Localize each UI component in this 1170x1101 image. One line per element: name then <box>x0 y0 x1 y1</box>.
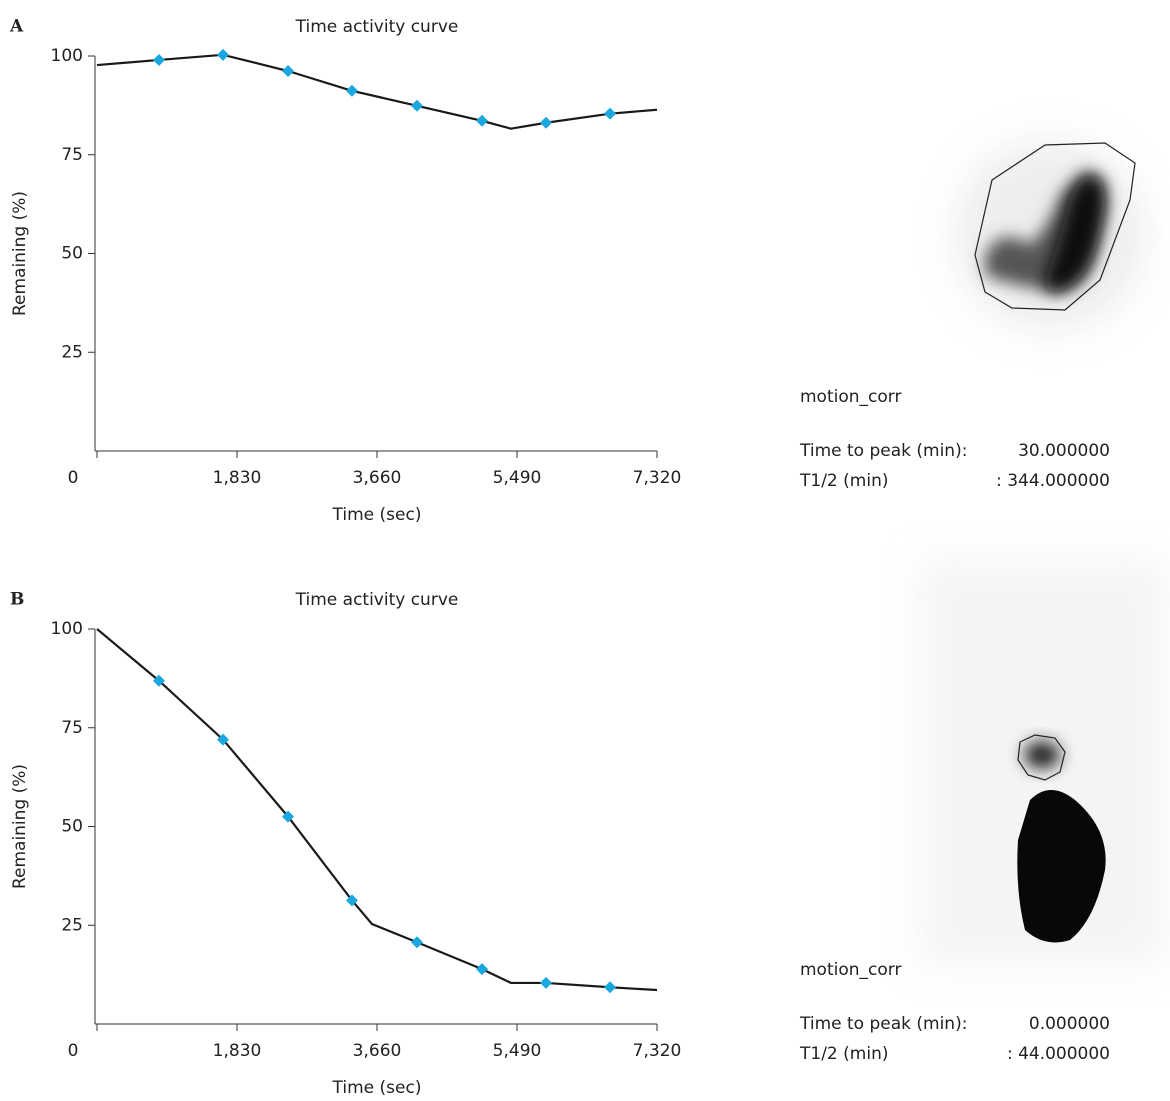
panel-label: B <box>10 590 24 610</box>
chart-title: Time activity curve <box>295 17 459 37</box>
data-point <box>604 107 617 120</box>
data-point <box>411 936 424 949</box>
image-caption: motion_corr <box>800 387 901 407</box>
x-tick-label: 1,830 <box>213 1041 262 1061</box>
data-point <box>604 981 617 994</box>
data-point <box>345 84 358 97</box>
data-point <box>152 53 165 66</box>
x-tick-label: 3,660 <box>353 1041 402 1061</box>
panel-label: A <box>9 17 24 37</box>
y-tick-label: 50 <box>61 244 83 264</box>
y-tick-label: 25 <box>61 342 83 362</box>
y-tick-label: 100 <box>51 619 83 639</box>
data-point <box>345 894 358 907</box>
y-axis-label: Remaining (%) <box>10 191 30 316</box>
x-tick-label: 0 <box>68 1041 79 1061</box>
data-point <box>476 963 489 976</box>
data-point <box>282 810 295 823</box>
x-tick-label: 0 <box>68 468 79 488</box>
data-line <box>96 628 658 992</box>
x-axis-label: Time (sec) <box>332 505 422 525</box>
half-life-label: T1/2 (min) <box>799 1044 888 1064</box>
peak-label: Time to peak (min): <box>799 441 967 461</box>
half-life-label: T1/2 (min) <box>799 471 888 491</box>
x-tick-label: 5,490 <box>493 468 542 488</box>
x-tick-label: 5,490 <box>493 1041 542 1061</box>
data-point <box>282 65 295 78</box>
half-life-value: : 44.000000 <box>1007 1044 1110 1064</box>
scan-image-a <box>955 140 1145 330</box>
data-point <box>411 99 424 112</box>
y-tick-label: 75 <box>61 718 83 738</box>
x-tick-label: 7,320 <box>633 468 682 488</box>
data-line <box>96 53 658 130</box>
y-tick-label: 25 <box>61 915 83 935</box>
data-point <box>152 674 165 687</box>
half-life-value: : 344.000000 <box>996 471 1110 491</box>
data-point <box>476 114 489 127</box>
data-point <box>539 116 552 129</box>
data-point <box>217 48 229 61</box>
image-caption: motion_corr <box>800 960 901 980</box>
scan-image-b <box>920 560 1165 965</box>
x-tick-label: 1,830 <box>213 468 262 488</box>
chart-title: Time activity curve <box>295 590 459 610</box>
data-point <box>539 976 552 989</box>
y-tick-label: 75 <box>61 145 83 165</box>
peak-label: Time to peak (min): <box>799 1014 967 1034</box>
x-tick-label: 3,660 <box>353 468 402 488</box>
x-tick-label: 7,320 <box>633 1041 682 1061</box>
y-axis-label: Remaining (%) <box>10 764 30 889</box>
data-point <box>217 733 229 746</box>
peak-value: 0.000000 <box>1029 1014 1110 1034</box>
peak-value: 30.000000 <box>1018 441 1110 461</box>
x-axis-label: Time (sec) <box>332 1078 422 1097</box>
y-tick-label: 50 <box>61 817 83 837</box>
y-tick-label: 100 <box>51 46 83 66</box>
